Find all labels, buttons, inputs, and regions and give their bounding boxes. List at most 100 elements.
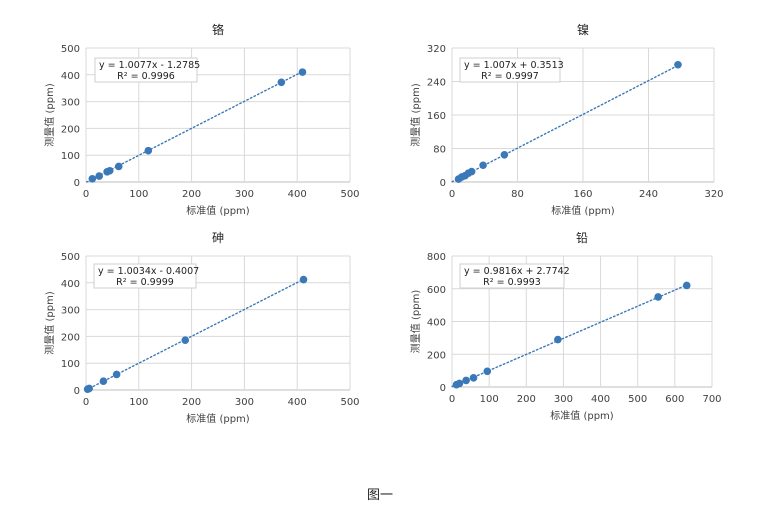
- r-squared-label: R² = 0.9996: [117, 71, 175, 82]
- data-point: [85, 384, 93, 393]
- x-tick-label: 100: [129, 189, 148, 200]
- x-tick-label: 200: [517, 394, 536, 405]
- chart-title: 铅: [576, 231, 588, 245]
- y-tick-label: 320: [427, 44, 446, 55]
- data-point: [112, 370, 121, 379]
- y-tick-label: 100: [61, 359, 80, 370]
- trendline: [85, 278, 305, 391]
- y-tick-label: 160: [427, 111, 446, 122]
- data-point: [88, 174, 97, 183]
- equation-box: [459, 57, 561, 83]
- data-point: [682, 281, 691, 290]
- chart-4: 铅 0 200 400 600 800 0 100 200 300 400 500 600 700 标准值 …: [409, 231, 722, 422]
- x-tick-label: 240: [639, 189, 658, 200]
- data-point: [95, 172, 103, 180]
- chart-title: 镍: [577, 23, 589, 37]
- y-tick-label: 0: [440, 178, 446, 189]
- data-point: [277, 78, 286, 87]
- y-tick-label: 400: [61, 279, 80, 290]
- chart-title: 砷: [212, 231, 224, 245]
- y-axis-label: 测量值 (ppm): [43, 83, 56, 147]
- data-point: [181, 336, 190, 344]
- y-tick-label: 500: [61, 44, 80, 55]
- data-point: [105, 166, 114, 175]
- y-tick-label: 400: [61, 71, 80, 82]
- r-squared-label: R² = 0.9999: [116, 277, 174, 288]
- trendline: [451, 284, 688, 388]
- x-tick-label: 400: [288, 189, 307, 200]
- x-tick-label: 0: [83, 189, 89, 200]
- data-point: [462, 376, 470, 385]
- x-axis-label: 标准值 (ppm): [186, 204, 250, 217]
- x-axis-label: 标准值 (ppm): [186, 412, 250, 425]
- y-tick-label: 500: [61, 252, 80, 263]
- data-point: [114, 162, 123, 171]
- x-tick-label: 160: [573, 189, 592, 200]
- y-tick-label: 200: [427, 350, 446, 361]
- trendline-equation: y = 1.0077x - 1.2785: [99, 60, 200, 71]
- data-point: [674, 60, 682, 69]
- y-tick-label: 400: [427, 318, 446, 329]
- data-point: [479, 161, 487, 170]
- x-axis-label: 标准值 (ppm): [551, 204, 615, 217]
- x-tick-label: 400: [591, 394, 610, 405]
- trendline-equation: y = 0.9816x + 2.7742: [464, 266, 570, 277]
- x-axis-label: 标准值 (ppm): [550, 409, 614, 422]
- y-tick-label: 300: [61, 306, 80, 317]
- y-tick-label: 300: [61, 98, 80, 109]
- x-tick-label: 500: [340, 397, 359, 408]
- trendline: [85, 70, 304, 183]
- y-tick-label: 800: [427, 252, 446, 263]
- x-tick-label: 200: [182, 397, 201, 408]
- y-tick-label: 80: [433, 145, 446, 156]
- data-point: [455, 379, 464, 388]
- r-squared-label: R² = 0.9993: [483, 277, 541, 288]
- x-tick-label: 500: [628, 394, 647, 405]
- y-tick-label: 200: [61, 124, 80, 135]
- data-point: [554, 335, 562, 344]
- x-tick-label: 700: [702, 394, 721, 405]
- x-tick-label: 0: [83, 397, 89, 408]
- equation-box: [93, 263, 197, 289]
- chart-3: 砷 0 100 200 300 400 500 0 100 200 300 400 500 标准值 (pp…: [43, 231, 360, 425]
- y-tick-label: 0: [74, 386, 80, 397]
- trendline-equation: y = 1.0034x - 0.4007: [98, 266, 199, 277]
- chart-2: 镍 0 80 160 240 320 0 80 160 240 320 标准值 (ppm) 测量值 (p…: [409, 23, 724, 217]
- data-point: [654, 293, 662, 301]
- data-point: [469, 374, 478, 382]
- y-axis-label: 测量值 (ppm): [409, 83, 422, 147]
- x-tick-label: 400: [288, 397, 307, 408]
- x-tick-label: 100: [129, 397, 148, 408]
- x-tick-label: 100: [480, 394, 499, 405]
- data-point: [467, 167, 476, 176]
- chart-title: 铬: [212, 22, 224, 37]
- equation-box: [459, 263, 565, 289]
- x-tick-label: 500: [340, 189, 359, 200]
- x-tick-label: 80: [511, 189, 524, 200]
- x-tick-label: 300: [235, 397, 254, 408]
- x-tick-label: 0: [449, 189, 455, 200]
- data-point: [99, 377, 108, 385]
- x-tick-label: 300: [554, 394, 573, 405]
- y-tick-label: 600: [427, 285, 446, 296]
- equation-box: [94, 57, 198, 83]
- x-tick-label: 600: [665, 394, 684, 405]
- data-point: [483, 367, 492, 376]
- figure-caption: 图一: [366, 488, 393, 503]
- x-tick-label: 320: [704, 189, 723, 200]
- y-tick-label: 0: [440, 383, 446, 394]
- y-tick-label: 240: [427, 78, 446, 89]
- x-tick-label: 0: [449, 394, 455, 405]
- data-point: [298, 68, 307, 76]
- y-tick-label: 0: [74, 178, 80, 189]
- chart-1: 铬 0 100 200 300 400 500 0 100 200 300 400 500 标准值 (pp…: [43, 22, 360, 217]
- y-tick-label: 100: [61, 151, 80, 162]
- trendline: [451, 64, 679, 183]
- y-axis-label: 测量值 (ppm): [409, 290, 422, 354]
- data-point: [144, 146, 153, 155]
- r-squared-label: R² = 0.9997: [481, 71, 539, 82]
- data-point: [299, 275, 308, 284]
- x-tick-label: 200: [182, 189, 201, 200]
- y-axis-label: 测量值 (ppm): [43, 291, 56, 355]
